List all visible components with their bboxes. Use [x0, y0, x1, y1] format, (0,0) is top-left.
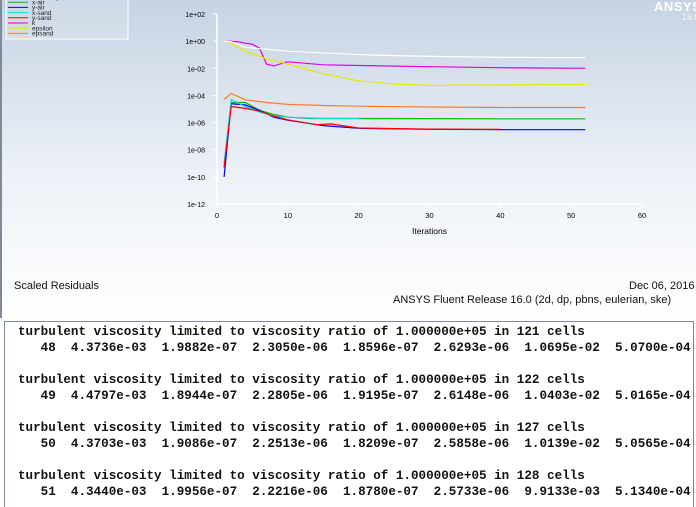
- console-message-line: turbulent viscosity limited to viscosity…: [18, 373, 585, 387]
- x-tick-label: 40: [496, 211, 504, 220]
- legend-label: epsilon: [32, 25, 53, 32]
- residuals-plot: continuityx-airy-airx-sandy-sandkepsilon…: [5, 0, 646, 236]
- ansys-version: 16.0: [682, 12, 696, 22]
- console-message-line: turbulent viscosity limited to viscosity…: [18, 469, 585, 483]
- x-tick-label: 0: [215, 211, 219, 220]
- series-line-x-sand: [223, 98, 359, 164]
- legend-item-continuity: continuity: [32, 0, 60, 1]
- legend: continuityx-airy-airx-sandy-sandkepsilon…: [5, 0, 129, 40]
- legend-item-k: k: [8, 20, 36, 27]
- legend-item-epsilon: epsilon: [8, 25, 53, 32]
- x-axis-label: Iterations: [412, 226, 447, 236]
- series-line-epsand: [223, 92, 586, 109]
- legend-box: [5, 0, 129, 40]
- y-tick-label: 1e-08: [187, 148, 205, 155]
- plot-axes: 1e+02 1e+00 1e-02 1e-04 1e-06 1e-08 1e-10 1e-12…: [185, 12, 646, 236]
- y-tick-label: 1e-04: [187, 93, 205, 100]
- console-residual-row: 48 4.3736e-03 1.9882e-07 2.3050e-06 1.85…: [40, 341, 691, 355]
- console-residual-row: 51 4.3440e-03 1.9956e-07 2.2216e-06 1.87…: [40, 485, 691, 499]
- series-line-continuity: [224, 40, 586, 59]
- x-tick-label: 60: [638, 211, 646, 220]
- y-tick-label: 1e+02: [185, 12, 205, 19]
- legend-label: x-air: [32, 0, 45, 6]
- console-output[interactable]: turbulent viscosity limited to viscosity…: [5, 322, 693, 500]
- y-tick-label: 1e-06: [187, 121, 205, 128]
- x-tick-label: 10: [284, 211, 292, 220]
- console-residual-row: 49 4.4797e-03 1.8944e-07 2.2805e-06 1.91…: [40, 389, 691, 403]
- ansys-logo: ANSYS: [654, 0, 696, 14]
- graphics-window[interactable]: continuityx-airy-airx-sandy-sandkepsilon…: [0, 0, 696, 318]
- x-tick-label: 20: [354, 211, 362, 220]
- series-line-x-air: [223, 101, 586, 168]
- x-tick-label: 30: [425, 211, 433, 220]
- console-window[interactable]: turbulent viscosity limited to viscosity…: [4, 321, 694, 507]
- legend-item-epsand: epsand: [8, 31, 54, 38]
- legend-item-x-air: x-air: [8, 0, 45, 6]
- console-residual-row: 50 4.3703e-03 1.9086e-07 2.2513e-06 1.82…: [40, 437, 691, 451]
- plot-caption: Scaled Residuals: [14, 280, 99, 292]
- x-tick-label: 50: [567, 211, 575, 220]
- legend-label: k: [32, 20, 36, 27]
- y-tick-label: 1e+00: [185, 39, 205, 46]
- series-line-y-sand: [223, 105, 501, 168]
- console-message-line: turbulent viscosity limited to viscosity…: [18, 421, 585, 435]
- legend-item-y-air: y-air: [8, 5, 45, 12]
- plot-series: [223, 40, 586, 177]
- series-line-epsilon: [223, 40, 586, 87]
- plot-date: Dec 06, 2016: [629, 280, 695, 292]
- legend-label: y-sand: [32, 15, 52, 22]
- plot-release-info: ANSYS Fluent Release 16.0 (2d, dp, pbns,…: [393, 294, 672, 306]
- y-tick-label: 1e-12: [187, 202, 205, 209]
- legend-label: epsand: [32, 31, 54, 38]
- y-tick-label: 1e-02: [187, 66, 205, 73]
- legend-label: y-air: [32, 5, 45, 12]
- legend-label: x-sand: [32, 10, 52, 17]
- y-tick-label: 1e-10: [187, 175, 205, 182]
- series-line-k: [224, 40, 586, 69]
- legend-item-x-sand: x-sand: [8, 10, 52, 17]
- console-message-line: turbulent viscosity limited to viscosity…: [18, 325, 585, 339]
- legend-label: continuity: [32, 0, 60, 1]
- legend-item-y-sand: y-sand: [8, 15, 52, 22]
